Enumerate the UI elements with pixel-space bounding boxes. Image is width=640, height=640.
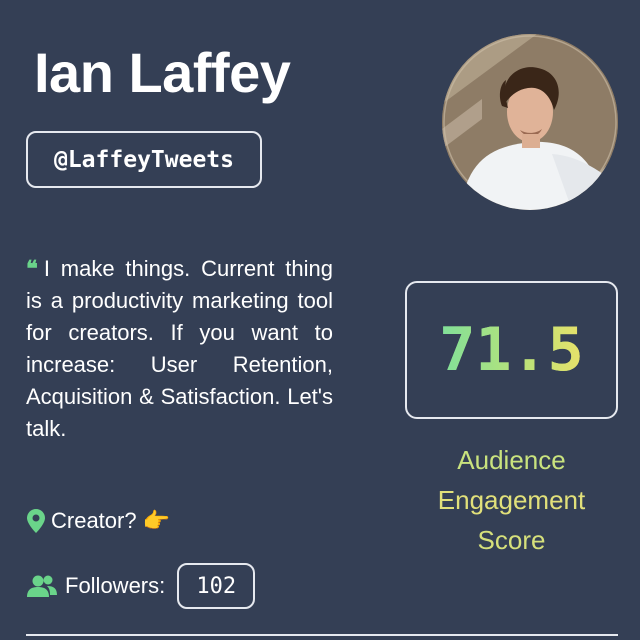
location-text: Creator? 👉 [51,508,171,533]
score-label-line3: Score [477,525,546,555]
followers-count: 102 [177,563,256,609]
users-icon [27,575,57,597]
followers-label: Followers: [65,573,166,598]
score-label-line2: Engagement [437,485,586,515]
quote-icon: ❝ [26,256,38,282]
engagement-score-label: Audience Engagement Score [405,440,618,560]
engagement-score-value: 71.5 [439,315,584,385]
profile-photo-icon [442,34,618,210]
bio: ❝ I make things. Current thing is a produ… [26,253,333,445]
followers-row: Followers: 102 [27,563,256,609]
twitter-handle[interactable]: @LaffeyTweets [26,131,262,188]
location-pin-icon [27,509,45,533]
avatar [442,34,618,210]
bio-text: I make things. Current thing is a produc… [26,256,333,441]
profile-name: Ian Laffey [34,41,291,104]
score-label-line1: Audience [457,445,566,475]
divider [26,634,618,636]
engagement-score-box: 71.5 [405,281,618,419]
location-row: Creator? 👉 [27,508,170,534]
